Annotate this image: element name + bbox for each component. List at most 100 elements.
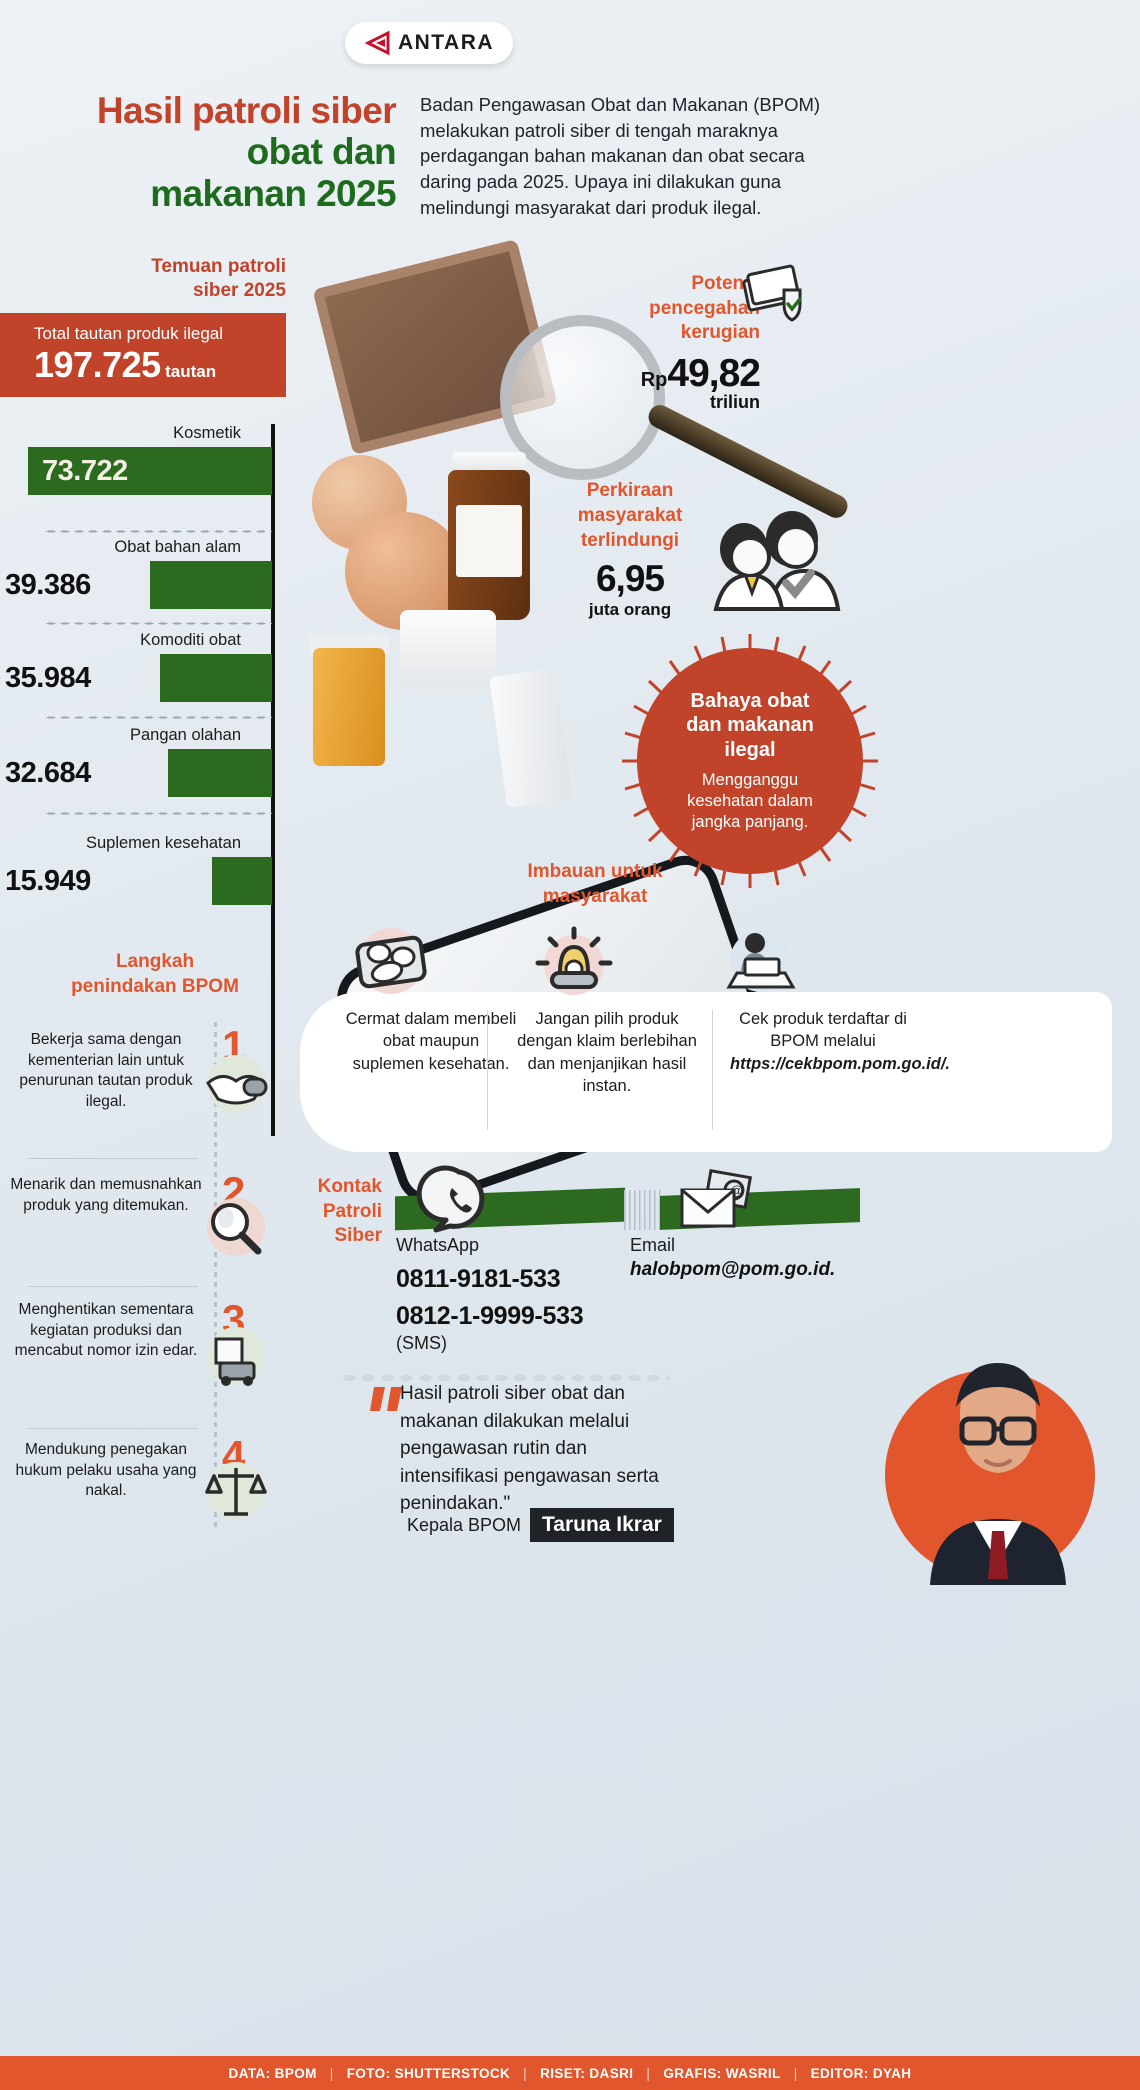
- pill-blister-icon: [345, 925, 437, 995]
- langkah-title-line-1: Langkah: [115, 951, 195, 972]
- findings-title-line-1: Temuan patroli: [151, 256, 286, 277]
- step-3-text: Menghentikan sementara kegiatan produksi…: [14, 1301, 198, 1360]
- imbauan-item-3-text: Cek produk terdaftar di BPOM melalui: [739, 1010, 907, 1051]
- kontak-title-line-1: Kontak: [317, 1176, 382, 1197]
- footer-item-data: DATA: BPOM: [228, 2065, 317, 2081]
- antara-triangle-logo-icon: [364, 30, 390, 56]
- perkiraan-title-line-3: terlindungi: [580, 530, 680, 552]
- bar-fill: 35.984: [5, 654, 272, 702]
- person-laptop-icon: [715, 925, 807, 995]
- band-dots-decoration: [624, 1190, 664, 1230]
- bar-separator-dots-3: [44, 716, 272, 719]
- perkiraan-value-block: 6,95 juta orang: [530, 558, 730, 620]
- bar-fill: 73.722: [28, 447, 272, 495]
- quote-name-badge: Taruna Ikrar: [530, 1508, 674, 1542]
- perkiraan-title-line-1: Perkiraan: [586, 480, 674, 501]
- whatsapp-label: WhatsApp: [396, 1235, 480, 1255]
- sms-note: (SMS): [396, 1333, 447, 1353]
- cekbpom-link[interactable]: https://cekbpom.pom.go.id/.: [730, 1054, 950, 1073]
- bahaya-body-line-3: jangka panjang.: [691, 813, 809, 832]
- bahaya-body-line-1: Mengganggu: [701, 771, 799, 790]
- footer-item-grafis: GRAFIS: WASRIL: [663, 2065, 781, 2081]
- capsule-warning-icon: [528, 925, 620, 995]
- bahaya-heading-line-3: ilegal: [724, 739, 776, 762]
- bar-separator-dots-4: [44, 812, 272, 815]
- total-links-value: 197.725: [34, 344, 161, 385]
- bar-value-label: 73.722: [42, 455, 128, 487]
- imbauan-divider-1: [487, 1010, 488, 1130]
- title-line-3: makanan 2025: [150, 172, 396, 214]
- imbauan-item-3: Cek produk terdaftar di BPOM melalui htt…: [730, 1008, 950, 1075]
- bar-fill: 15.949: [5, 857, 272, 905]
- money-shield-icon: [740, 262, 812, 324]
- bar-value-label: 39.386: [5, 569, 91, 601]
- potensi-amount: 49,82: [667, 352, 761, 395]
- potensi-title: Potensi pencegahan kerugian: [600, 272, 760, 346]
- bar-separator-dots-1: [44, 530, 272, 533]
- vial-label-illustration: [456, 505, 522, 577]
- bahaya-heading-line-2: dan makanan: [686, 714, 814, 737]
- bar-fill: 39.386: [5, 561, 272, 609]
- bar-fill: 32.684: [5, 749, 272, 797]
- whatsapp-icon[interactable]: [416, 1165, 490, 1234]
- bahaya-body-line-2: kesehatan dalam: [687, 792, 813, 811]
- title-line-2: obat dan: [246, 131, 397, 173]
- magnifier-lens-illustration: [500, 315, 665, 480]
- white-jar-illustration: [400, 610, 496, 690]
- whatsapp-number-1[interactable]: 0811-9181-533: [396, 1265, 561, 1293]
- imbauan-card: [300, 992, 1112, 1152]
- imbauan-title: Imbauan untuk masyarakat: [500, 860, 690, 909]
- step-separator-3: [28, 1428, 198, 1429]
- white-pill-bottle-illustration: [489, 668, 573, 808]
- potensi-title-line-3: kerugian: [680, 322, 760, 344]
- title-line-1: Hasil patroli siber: [96, 90, 397, 131]
- bar-category-label: Suplemen kesehatan: [85, 834, 241, 852]
- footer-separator: |: [793, 2065, 798, 2081]
- envelope-at-icon[interactable]: @: [678, 1169, 760, 1234]
- imbauan-title-line-1: Imbauan untuk: [527, 861, 663, 882]
- scales-of-justice-icon: [200, 1460, 272, 1522]
- protected-people-icon: [700, 505, 841, 613]
- footer-item-editor: EDITOR: DYAH: [810, 2065, 912, 2081]
- potensi-title-line-1: Potensi: [691, 273, 760, 294]
- intro-paragraph: Badan Pengawasan Obat dan Makanan (BPOM)…: [420, 94, 821, 218]
- bar-row-obat-bahan-alam: Obat bahan alam 39.386: [0, 538, 286, 609]
- email-address[interactable]: halobpom@pom.go.id.: [630, 1259, 836, 1280]
- langkah-title: Langkah penindakan BPOM: [55, 950, 255, 999]
- step-4-text: Mendukung penegakan hukum pelaku usaha y…: [15, 1441, 197, 1500]
- bar-category-label: Pangan olahan: [129, 726, 241, 744]
- quote-text: Hasil patroli siber obat dan makanan dil…: [400, 1383, 659, 1515]
- total-links-label: Total tautan produk ilegal: [34, 324, 224, 343]
- bar-value-label: 15.949: [5, 865, 91, 897]
- bar-row-suplemen-kesehatan: Suplemen kesehatan 15.949: [0, 834, 286, 905]
- antara-logo-text: ANTARA: [397, 31, 495, 54]
- findings-title-line-2: siber 2025: [193, 279, 286, 301]
- whatsapp-number-2[interactable]: 0812-1-9999-533: [396, 1302, 584, 1330]
- magnifier-recall-icon: [200, 1196, 272, 1258]
- bar-row-pangan-olahan: Pangan olahan 32.684: [0, 726, 286, 797]
- quote-mark-icon: [370, 1385, 406, 1419]
- bar-category-label: Komoditi obat: [140, 631, 241, 649]
- potensi-unit: triliun: [710, 392, 760, 412]
- bar-value-label: 35.984: [5, 662, 91, 694]
- imbauan-title-line-2: masyarakat: [542, 885, 648, 907]
- bar-row-kosmetik: Kosmetik 73.722: [0, 424, 286, 495]
- kontak-title-line-3: Siber: [334, 1225, 382, 1247]
- perkiraan-unit: juta orang: [588, 600, 672, 619]
- langkah-title-line-2: penindakan BPOM: [71, 975, 239, 997]
- quote-role: Kepala BPOM: [407, 1515, 522, 1535]
- bahaya-heading-line-1: Bahaya obat: [690, 689, 810, 712]
- imbauan-item-2-text: Jangan pilih produk dengan klaim berlebi…: [517, 1010, 697, 1096]
- step-separator-2: [28, 1286, 198, 1287]
- email-label: Email: [630, 1235, 676, 1255]
- footer-separator: |: [646, 2065, 651, 2081]
- potensi-currency: Rp: [640, 369, 668, 391]
- total-links-unit: tautan: [165, 362, 217, 381]
- footer-item-riset: RISET: DASRI: [540, 2065, 634, 2081]
- bar-separator-dots-2: [44, 622, 272, 625]
- imbauan-divider-2: [712, 1010, 713, 1130]
- pill-bottle-illustration: [313, 648, 385, 766]
- page-title: Hasil patroli siber obat dan makanan 202…: [36, 90, 397, 214]
- bar-row-komoditi-obat: Komoditi obat 35.984: [0, 631, 286, 702]
